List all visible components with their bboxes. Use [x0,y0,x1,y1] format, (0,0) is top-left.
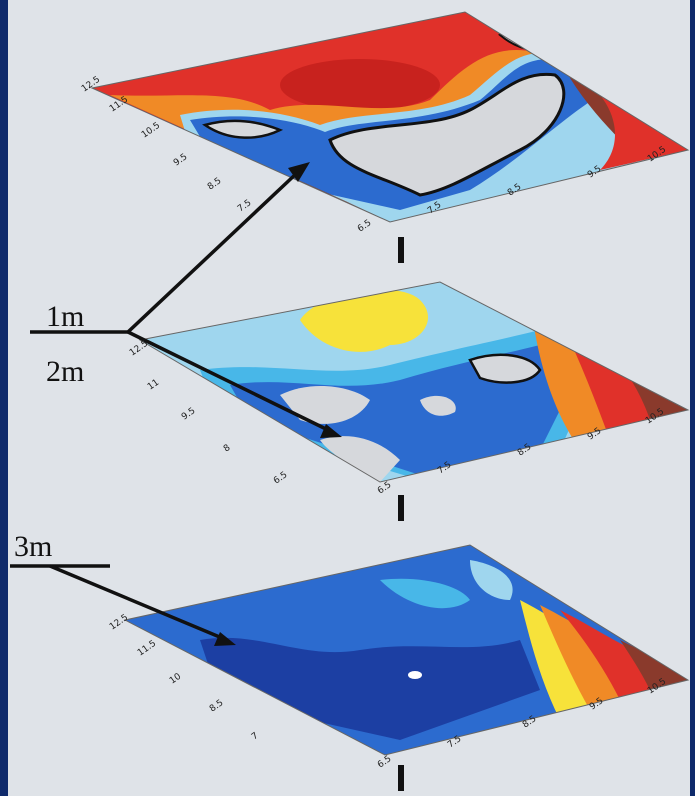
tick-left-label: 8.5 [206,176,223,192]
contour-cyan-patch-1 [380,578,470,609]
void-region-mid-2 [420,395,456,416]
tick-left-label: 12.5 [108,613,130,633]
arrowhead-3m [214,632,236,646]
connector-bottom [398,765,404,791]
arrow-3m [49,564,223,640]
contour-hot-core [280,59,440,111]
void-dot [408,671,422,679]
tick-left-label: 6.5 [272,470,289,486]
tick-left-label: 11 [146,378,161,393]
slice-2m [138,281,690,483]
tick-left-label: 9.5 [180,406,197,422]
arrowhead-2m [320,424,342,438]
void-region-mid-3 [468,353,542,384]
contour-red-front-bot [275,721,315,750]
depth-label-2m: 2m [46,355,84,388]
arrow-2m [127,330,329,432]
void-region-top [328,72,566,197]
slice-3m [123,544,690,756]
depth-label-3m: 3m [14,530,52,563]
tick-left-label: 8 [222,443,233,455]
arrowhead-1m [288,162,310,182]
tick-bottom-label: 6.5 [376,754,393,770]
contour-light-patch-2 [470,560,513,600]
tick-bottom-label: 6.5 [376,480,393,496]
void-region-mid-1 [280,385,370,424]
contour-dark-red-right-bot [620,640,688,690]
contour-dark-blue-core [200,637,540,740]
depth-pointers [10,162,342,646]
connector-top-mid [398,237,404,263]
slice-2m-frame [138,281,690,483]
slice-3m-frame [123,544,690,756]
tick-left-label: 11.5 [136,639,158,659]
tick-left-label: 7 [250,731,260,742]
stack-connectors [398,237,404,791]
void-region-top-left [202,119,284,139]
tick-left-label: 10 [168,672,183,687]
depth-label-1m: 1m [46,300,84,333]
arrow-1m [126,170,300,334]
contour-yellow-core [300,289,429,352]
void-region-mid-4 [320,436,400,482]
contour-red-right [600,95,688,170]
tick-left-label: 8.5 [208,698,225,714]
tick-bottom-label: 6.5 [356,218,373,234]
tick-left-label: 7.5 [236,198,253,214]
tick-left-label: 9.5 [172,152,189,168]
tick-left-label: 10.5 [140,121,162,141]
slice-1m [90,11,690,223]
connector-mid-bot [398,495,404,521]
